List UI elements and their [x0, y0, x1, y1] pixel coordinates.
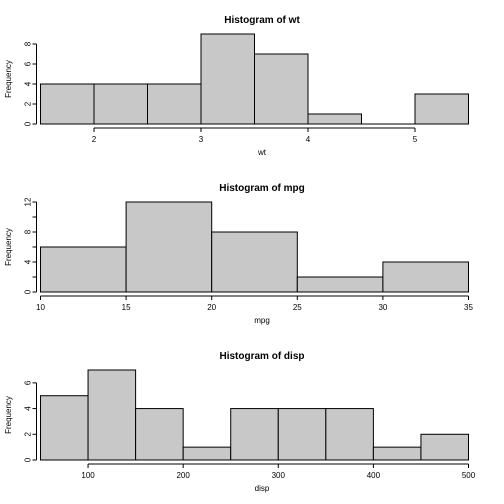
x-tick-label: 4 [306, 135, 311, 144]
histogram-bar [254, 53, 309, 125]
y-tick-label: 4 [24, 406, 33, 411]
histogram-bar [325, 408, 374, 461]
y-tick-label: 4 [24, 259, 33, 264]
panel-mpg: Histogram of mpg 10 15 20 25 30 35 0 4 8 12 mpg Freq… [4, 183, 473, 325]
y-tick-label: 4 [24, 81, 33, 86]
chart-title: Histogram of mpg [219, 183, 305, 194]
x-tick-label: 400 [367, 471, 381, 480]
x-axis-label: mpg [254, 316, 270, 325]
y-tick-label: 6 [24, 380, 33, 385]
x-tick-label: 200 [176, 471, 190, 480]
x-tick-label: 2 [92, 135, 97, 144]
x-tick-label: 300 [272, 471, 286, 480]
histogram-bar [382, 261, 469, 293]
histogram-bar [277, 408, 327, 461]
x-tick-label: 30 [378, 303, 387, 312]
panel-disp: Histogram of disp 100 200 300 400 500 0 2 4 6 disp… [4, 351, 476, 493]
x-tick-label: 35 [464, 303, 473, 312]
histogram-bar [40, 246, 127, 293]
histogram-bar [125, 201, 213, 293]
histogram-bar [87, 369, 137, 461]
y-axis-label: Frequency [4, 60, 13, 98]
y-axis-label: Frequency [4, 228, 13, 266]
y-tick-label: 0 [24, 121, 33, 126]
histogram-bar [211, 231, 298, 293]
y-tick-label: 0 [24, 289, 33, 294]
histogram-bar [40, 395, 89, 461]
histogram-bar [420, 433, 470, 461]
y-tick-label: 12 [24, 197, 33, 206]
histogram-bar [372, 446, 422, 461]
y-tick-label: 0 [24, 457, 33, 462]
y-tick-label: 2 [24, 101, 33, 106]
x-tick-label: 100 [81, 471, 95, 480]
x-tick-label: 25 [293, 303, 302, 312]
x-axis-label: disp [255, 484, 270, 493]
histogram-bar [200, 33, 255, 125]
x-tick-label: 3 [199, 135, 204, 144]
histogram-bar [296, 276, 384, 293]
y-tick-label: 2 [24, 432, 33, 437]
histogram-bar [414, 93, 469, 125]
y-axis-label: Frequency [4, 396, 13, 434]
x-tick-label: 20 [207, 303, 216, 312]
histogram-bar [40, 83, 95, 125]
y-tick-label: 6 [24, 61, 33, 66]
x-axis-label: wt [257, 148, 267, 157]
histogram-bar [93, 83, 148, 125]
x-tick-label: 500 [462, 471, 476, 480]
chart-title: Histogram of wt [224, 15, 300, 26]
panel-wt: Histogram of wt 2 3 4 5 0 2 4 6 8 wt Frequency [4, 15, 469, 157]
histogram-bar [135, 408, 184, 461]
x-tick-label: 15 [122, 303, 131, 312]
histogram-bar [230, 408, 279, 461]
y-tick-label: 8 [24, 229, 33, 234]
histogram-bar [147, 83, 202, 125]
x-tick-label: 10 [36, 303, 45, 312]
histogram-bar [307, 113, 362, 125]
x-tick-label: 5 [413, 135, 418, 144]
chart-title: Histogram of disp [219, 351, 304, 362]
y-tick-label: 8 [24, 41, 33, 46]
histogram-bar [182, 446, 232, 461]
